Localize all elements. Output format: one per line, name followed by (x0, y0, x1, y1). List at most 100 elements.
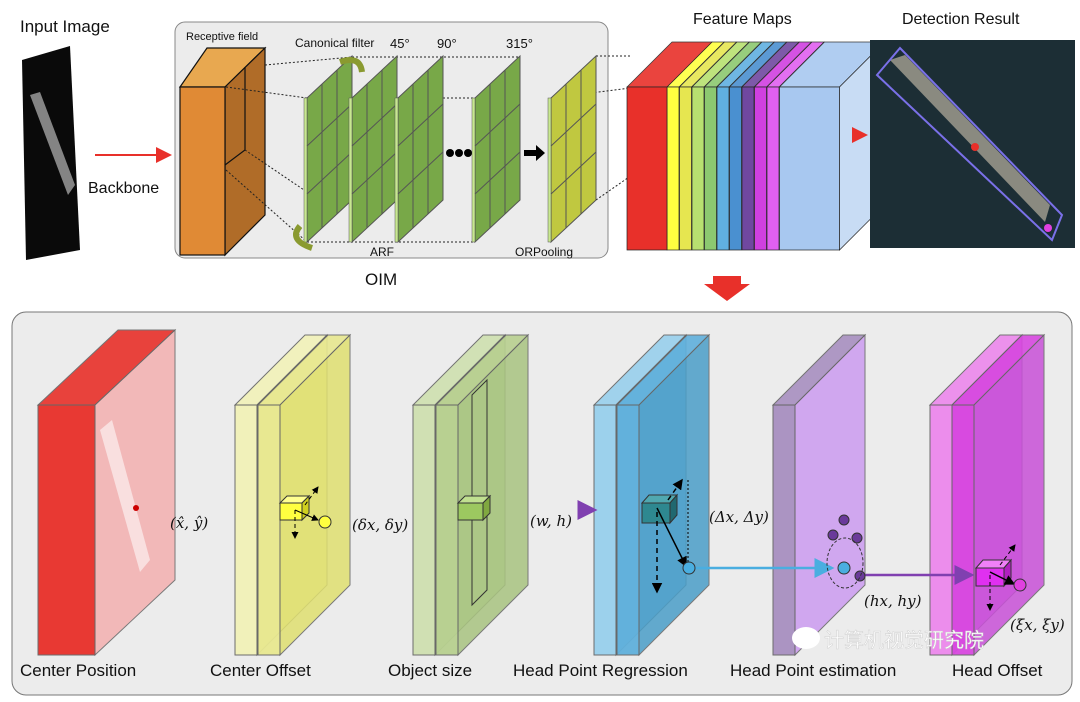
center-offset-label: Center Offset (210, 661, 311, 680)
watermark: 计算机视觉研究院 (792, 627, 984, 652)
feature-map-9 (766, 41, 825, 251)
right-arrow-icon (524, 145, 545, 161)
feature-map-0 (626, 41, 713, 251)
center-position-math: (x̂, ŷ) (170, 514, 208, 532)
feature-map-front (741, 86, 755, 251)
angle-45-label: 45° (390, 36, 410, 51)
head-point-candidates (826, 514, 866, 589)
feature-map-front (679, 86, 692, 251)
head-offset-map-b-front (951, 404, 975, 656)
size-box (471, 378, 488, 607)
feature-map-front (766, 86, 780, 251)
feature-map-front (779, 86, 840, 251)
arf-filter-2 (394, 54, 444, 244)
object-size-map-b-side (457, 333, 529, 657)
center-offset-map-b-front (257, 404, 281, 656)
feature-map-front (626, 86, 668, 251)
arf-filter-0 (303, 54, 353, 244)
head-estimation-map-front (772, 404, 796, 656)
arf-filter-3-edge (471, 97, 476, 243)
center-position-label: Center Position (20, 661, 136, 680)
backbone-label: Backbone (88, 180, 159, 197)
center-offset-map-a-front (234, 404, 258, 656)
rotate-arrow-icon (339, 57, 365, 73)
center-position-map-front (37, 404, 96, 656)
regression-cube (640, 478, 696, 594)
head-offset-map-a-front (929, 404, 953, 656)
arf-filter-2-edge (394, 97, 399, 243)
arf-filter-2-grid (397, 151, 444, 195)
center-offset-math: (δx, δy) (352, 516, 408, 534)
arf-filter-0-grid (306, 151, 353, 195)
feature-map-8 (753, 41, 813, 251)
input-image-label: Input Image (20, 17, 110, 36)
head-offset-math: (ξx, ξy) (1010, 616, 1065, 634)
orpooling-map-grid (550, 103, 597, 147)
arf-filter-0-edge (303, 97, 308, 243)
input-image (22, 46, 80, 260)
offset-cube (278, 486, 332, 539)
center-position-map (36, 328, 177, 657)
head-offset-label: Head Offset (952, 661, 1043, 680)
feature-map-7 (741, 41, 800, 251)
feature-map-2 (678, 41, 738, 251)
arf-filters (303, 54, 597, 244)
object-size-map-a-front (412, 404, 436, 656)
canonical-filter-label: Canonical filter (295, 36, 374, 50)
angle-315-label: 315° (506, 36, 533, 51)
center-offset-map-b-side (279, 333, 351, 657)
center-position-map-side (94, 328, 176, 657)
feature-map-front (729, 86, 742, 251)
orpooling-map-grid (550, 151, 597, 195)
feature-map-front (704, 86, 717, 251)
orpooling-map-edge (547, 97, 552, 243)
receptive-field-block (178, 46, 267, 257)
object-size-map-b-front (435, 404, 459, 656)
arf-filter-1-edge (348, 97, 353, 243)
head-point-regression-math: (Δx, Δy) (709, 508, 769, 526)
center-offset-map-b (256, 333, 352, 657)
object-size-map-b (434, 333, 530, 657)
arf-filter-2-grid (397, 103, 444, 147)
svg-text:计算机视觉研究院: 计算机视觉研究院 (824, 628, 984, 652)
orpooling-label: ORPooling (515, 245, 573, 259)
down-arrow-icon (704, 276, 750, 301)
object-size-math: (w, h) (530, 512, 572, 530)
ship-heatmap (100, 420, 150, 572)
feature-map-5 (716, 41, 775, 251)
detection-result-image (870, 40, 1075, 248)
head-point-estimation-label: Head Point estimation (730, 661, 896, 680)
head-regression-map-a-front (593, 404, 617, 656)
object-size-label: Object size (388, 661, 472, 680)
feature-map-4 (703, 41, 763, 251)
feature-map-front (691, 86, 705, 251)
feature-map-10 (778, 41, 886, 251)
feature-map-front (716, 86, 730, 251)
head-estimation-map (771, 333, 867, 657)
arf-filter-1 (348, 54, 398, 244)
head-point-estimation-math: (hx, hy) (864, 592, 922, 610)
feature-map-6 (728, 41, 788, 251)
feature-maps-label: Feature Maps (693, 11, 792, 28)
ellipsis-icon (446, 149, 472, 157)
arf-label: ARF (370, 245, 394, 259)
oim-title: OIM (365, 270, 397, 289)
head-estimation-map-side (794, 333, 866, 657)
arf-filter-3-grid (474, 151, 521, 195)
feature-map-front (666, 86, 680, 251)
arf-filter-0-grid (306, 103, 353, 147)
receptive-field-label: Receptive field (186, 31, 258, 43)
head-point-regression-label: Head Point Regression (513, 661, 688, 680)
arf-filter-1-grid (351, 103, 398, 147)
arf-filter-1-grid (351, 151, 398, 195)
feature-map-front (754, 86, 767, 251)
size-cube (456, 494, 492, 522)
head-regression-map-b-front (616, 404, 640, 656)
orpooling-map (547, 54, 597, 244)
feature-map-3 (691, 41, 750, 251)
feature-maps-stack (626, 41, 886, 251)
arf-filter-3 (471, 54, 521, 244)
arf-filter-3-grid (474, 103, 521, 147)
head-offset-cube (974, 544, 1027, 611)
